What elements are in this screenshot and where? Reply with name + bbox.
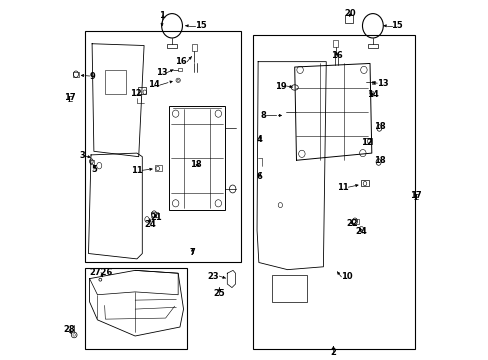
- Text: 10: 10: [341, 272, 352, 281]
- Bar: [169, 107, 224, 211]
- Text: 16: 16: [175, 57, 187, 66]
- Bar: [361, 180, 368, 186]
- Bar: [333, 40, 338, 47]
- Text: 2726: 2726: [89, 268, 113, 277]
- Text: 12: 12: [360, 138, 371, 147]
- Text: 24: 24: [354, 228, 366, 237]
- Text: 18: 18: [373, 122, 385, 131]
- Text: 8: 8: [260, 111, 265, 120]
- Text: 7: 7: [189, 248, 195, 257]
- Text: 17: 17: [63, 93, 75, 102]
- Text: 3: 3: [79, 152, 85, 161]
- Text: 25: 25: [213, 289, 225, 298]
- Bar: [155, 165, 162, 171]
- Text: 23: 23: [207, 271, 219, 280]
- Bar: [104, 69, 126, 94]
- Bar: [253, 36, 414, 349]
- Text: 6: 6: [257, 172, 263, 181]
- Text: 9: 9: [89, 72, 95, 81]
- Bar: [344, 15, 352, 23]
- Text: 12: 12: [130, 89, 142, 98]
- Text: 19: 19: [274, 82, 286, 91]
- Bar: [167, 44, 176, 48]
- Text: 28: 28: [63, 325, 75, 334]
- Text: 11: 11: [336, 183, 348, 192]
- Text: 15: 15: [391, 21, 403, 30]
- Bar: [367, 44, 377, 48]
- Text: 18: 18: [373, 156, 385, 165]
- Bar: [191, 44, 196, 51]
- Bar: [85, 31, 241, 262]
- Text: 2: 2: [330, 348, 336, 357]
- Bar: [89, 160, 94, 164]
- Text: 16: 16: [330, 51, 342, 60]
- Text: 24: 24: [144, 220, 156, 229]
- Bar: [151, 212, 158, 217]
- Text: 14: 14: [366, 90, 378, 99]
- Bar: [351, 219, 358, 224]
- Text: 13: 13: [376, 79, 388, 88]
- Text: 13: 13: [156, 68, 167, 77]
- Text: 20: 20: [344, 9, 355, 18]
- Text: 17: 17: [409, 190, 421, 199]
- Text: 4: 4: [257, 135, 263, 144]
- Text: 21: 21: [150, 213, 162, 222]
- Bar: [137, 87, 145, 94]
- Text: 14: 14: [148, 81, 160, 90]
- Text: 15: 15: [195, 21, 207, 30]
- Text: 22: 22: [346, 219, 357, 228]
- Bar: [178, 68, 182, 71]
- Text: 11: 11: [130, 166, 142, 175]
- Bar: [371, 81, 375, 84]
- Text: 5: 5: [91, 165, 97, 174]
- Bar: [272, 275, 306, 302]
- Bar: [73, 72, 79, 77]
- Bar: [364, 138, 371, 144]
- Text: 18: 18: [190, 160, 202, 169]
- Text: 1: 1: [159, 10, 164, 19]
- Bar: [85, 268, 187, 348]
